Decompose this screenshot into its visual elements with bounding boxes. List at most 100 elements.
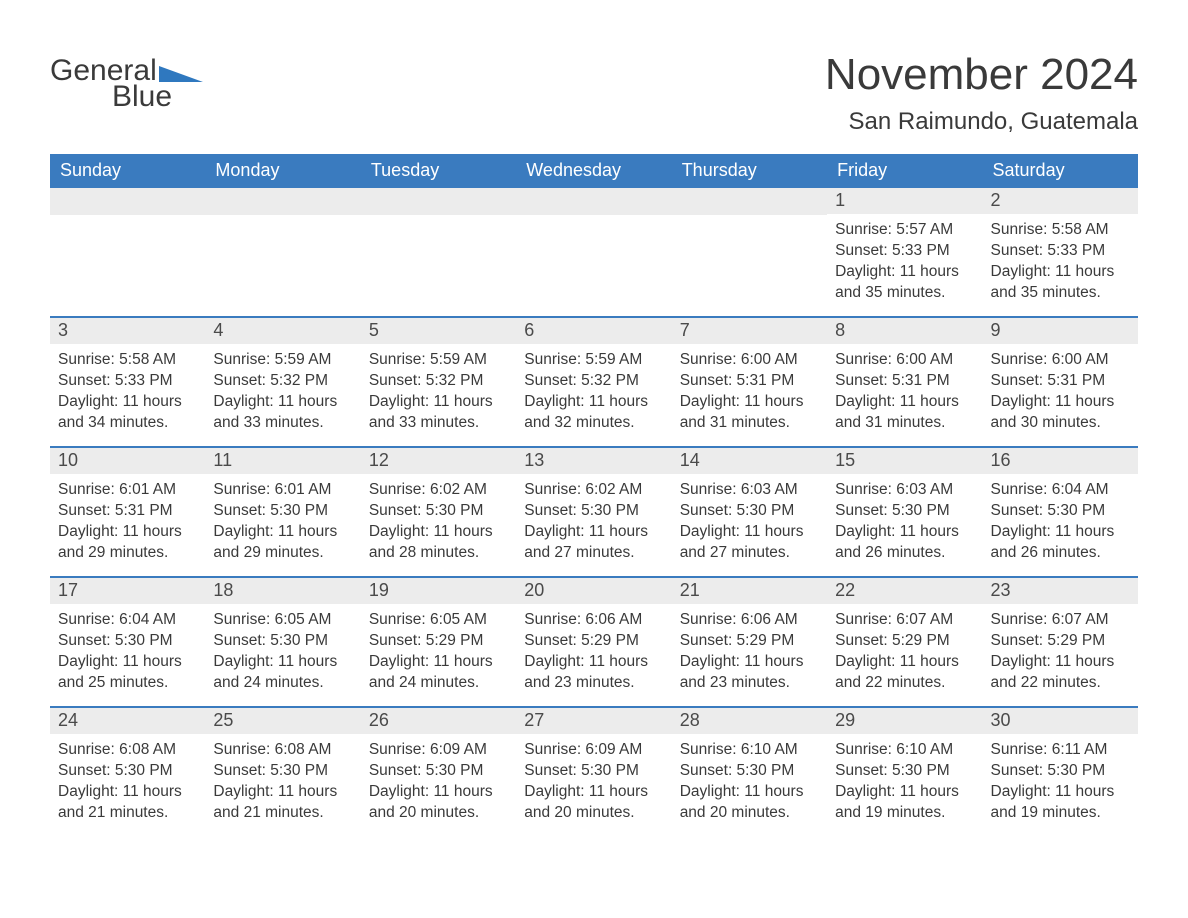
calendar-day-cell: 25Sunrise: 6:08 AMSunset: 5:30 PMDayligh… <box>205 708 360 836</box>
daylight-text: Daylight: 11 hours and 19 minutes. <box>835 782 974 824</box>
sunrise-text: Sunrise: 6:00 AM <box>680 350 819 371</box>
weekday-header: Saturday <box>983 154 1138 188</box>
calendar-week-row: 17Sunrise: 6:04 AMSunset: 5:30 PMDayligh… <box>50 576 1138 706</box>
day-number: 14 <box>672 448 827 474</box>
calendar-day-cell: 8Sunrise: 6:00 AMSunset: 5:31 PMDaylight… <box>827 318 982 446</box>
day-details: Sunrise: 6:06 AMSunset: 5:29 PMDaylight:… <box>516 604 671 706</box>
day-number: 15 <box>827 448 982 474</box>
day-details: Sunrise: 6:03 AMSunset: 5:30 PMDaylight:… <box>672 474 827 576</box>
calendar-day-cell: 18Sunrise: 6:05 AMSunset: 5:30 PMDayligh… <box>205 578 360 706</box>
calendar-day-cell: 22Sunrise: 6:07 AMSunset: 5:29 PMDayligh… <box>827 578 982 706</box>
sunrise-text: Sunrise: 6:05 AM <box>369 610 508 631</box>
day-details: Sunrise: 5:57 AMSunset: 5:33 PMDaylight:… <box>827 214 982 316</box>
sunset-text: Sunset: 5:30 PM <box>991 761 1130 782</box>
day-number: 1 <box>827 188 982 214</box>
calendar-day-cell: 12Sunrise: 6:02 AMSunset: 5:30 PMDayligh… <box>361 448 516 576</box>
calendar-day-cell <box>50 188 205 316</box>
day-number: 27 <box>516 708 671 734</box>
calendar-day-cell <box>205 188 360 316</box>
sunrise-text: Sunrise: 6:08 AM <box>58 740 197 761</box>
sunset-text: Sunset: 5:33 PM <box>835 241 974 262</box>
day-details: Sunrise: 6:05 AMSunset: 5:30 PMDaylight:… <box>205 604 360 706</box>
day-number: 13 <box>516 448 671 474</box>
calendar-day-cell: 27Sunrise: 6:09 AMSunset: 5:30 PMDayligh… <box>516 708 671 836</box>
day-details: Sunrise: 5:59 AMSunset: 5:32 PMDaylight:… <box>516 344 671 446</box>
day-number: 3 <box>50 318 205 344</box>
day-details: Sunrise: 6:09 AMSunset: 5:30 PMDaylight:… <box>361 734 516 836</box>
calendar-day-cell: 28Sunrise: 6:10 AMSunset: 5:30 PMDayligh… <box>672 708 827 836</box>
calendar-body: 1Sunrise: 5:57 AMSunset: 5:33 PMDaylight… <box>50 188 1138 836</box>
weekday-header: Wednesday <box>516 154 671 188</box>
day-details: Sunrise: 6:06 AMSunset: 5:29 PMDaylight:… <box>672 604 827 706</box>
calendar-day-cell: 4Sunrise: 5:59 AMSunset: 5:32 PMDaylight… <box>205 318 360 446</box>
daylight-text: Daylight: 11 hours and 25 minutes. <box>58 652 197 694</box>
day-number <box>361 188 516 215</box>
day-number <box>50 188 205 215</box>
calendar-week-row: 1Sunrise: 5:57 AMSunset: 5:33 PMDaylight… <box>50 188 1138 316</box>
day-number <box>516 188 671 215</box>
daylight-text: Daylight: 11 hours and 27 minutes. <box>524 522 663 564</box>
sunrise-text: Sunrise: 6:04 AM <box>991 480 1130 501</box>
daylight-text: Daylight: 11 hours and 33 minutes. <box>369 392 508 434</box>
day-details: Sunrise: 6:00 AMSunset: 5:31 PMDaylight:… <box>827 344 982 446</box>
day-number: 17 <box>50 578 205 604</box>
daylight-text: Daylight: 11 hours and 23 minutes. <box>524 652 663 694</box>
calendar-day-cell: 14Sunrise: 6:03 AMSunset: 5:30 PMDayligh… <box>672 448 827 576</box>
calendar-day-cell <box>516 188 671 316</box>
calendar-day-cell: 6Sunrise: 5:59 AMSunset: 5:32 PMDaylight… <box>516 318 671 446</box>
sunrise-text: Sunrise: 6:10 AM <box>680 740 819 761</box>
daylight-text: Daylight: 11 hours and 23 minutes. <box>680 652 819 694</box>
sunrise-text: Sunrise: 5:58 AM <box>991 220 1130 241</box>
calendar-day-cell: 16Sunrise: 6:04 AMSunset: 5:30 PMDayligh… <box>983 448 1138 576</box>
calendar-day-cell: 13Sunrise: 6:02 AMSunset: 5:30 PMDayligh… <box>516 448 671 576</box>
sunrise-text: Sunrise: 6:08 AM <box>213 740 352 761</box>
sunset-text: Sunset: 5:30 PM <box>213 501 352 522</box>
day-number: 7 <box>672 318 827 344</box>
sunset-text: Sunset: 5:31 PM <box>835 371 974 392</box>
daylight-text: Daylight: 11 hours and 24 minutes. <box>369 652 508 694</box>
sunrise-text: Sunrise: 5:58 AM <box>58 350 197 371</box>
calendar-day-cell: 9Sunrise: 6:00 AMSunset: 5:31 PMDaylight… <box>983 318 1138 446</box>
sunset-text: Sunset: 5:30 PM <box>991 501 1130 522</box>
calendar-day-cell: 10Sunrise: 6:01 AMSunset: 5:31 PMDayligh… <box>50 448 205 576</box>
calendar-day-cell: 26Sunrise: 6:09 AMSunset: 5:30 PMDayligh… <box>361 708 516 836</box>
sunrise-text: Sunrise: 6:09 AM <box>524 740 663 761</box>
day-details: Sunrise: 6:08 AMSunset: 5:30 PMDaylight:… <box>50 734 205 836</box>
day-number: 22 <box>827 578 982 604</box>
daylight-text: Daylight: 11 hours and 24 minutes. <box>213 652 352 694</box>
daylight-text: Daylight: 11 hours and 22 minutes. <box>991 652 1130 694</box>
daylight-text: Daylight: 11 hours and 29 minutes. <box>58 522 197 564</box>
calendar-day-cell: 17Sunrise: 6:04 AMSunset: 5:30 PMDayligh… <box>50 578 205 706</box>
daylight-text: Daylight: 11 hours and 19 minutes. <box>991 782 1130 824</box>
sunset-text: Sunset: 5:30 PM <box>369 501 508 522</box>
daylight-text: Daylight: 11 hours and 34 minutes. <box>58 392 197 434</box>
calendar-day-cell: 21Sunrise: 6:06 AMSunset: 5:29 PMDayligh… <box>672 578 827 706</box>
daylight-text: Daylight: 11 hours and 21 minutes. <box>58 782 197 824</box>
day-number: 5 <box>361 318 516 344</box>
day-number: 10 <box>50 448 205 474</box>
brand-logo: General Blue <box>50 50 203 112</box>
weekday-header: Sunday <box>50 154 205 188</box>
calendar-table: Sunday Monday Tuesday Wednesday Thursday… <box>50 154 1138 836</box>
sunrise-text: Sunrise: 6:02 AM <box>369 480 508 501</box>
day-number: 4 <box>205 318 360 344</box>
sunrise-text: Sunrise: 6:10 AM <box>835 740 974 761</box>
day-details: Sunrise: 6:08 AMSunset: 5:30 PMDaylight:… <box>205 734 360 836</box>
sunset-text: Sunset: 5:29 PM <box>680 631 819 652</box>
sunrise-text: Sunrise: 6:06 AM <box>524 610 663 631</box>
calendar-week-row: 10Sunrise: 6:01 AMSunset: 5:31 PMDayligh… <box>50 446 1138 576</box>
sunset-text: Sunset: 5:29 PM <box>835 631 974 652</box>
calendar-day-cell <box>361 188 516 316</box>
sunset-text: Sunset: 5:30 PM <box>680 501 819 522</box>
calendar-week-row: 24Sunrise: 6:08 AMSunset: 5:30 PMDayligh… <box>50 706 1138 836</box>
sunset-text: Sunset: 5:29 PM <box>991 631 1130 652</box>
weekday-header-row: Sunday Monday Tuesday Wednesday Thursday… <box>50 154 1138 188</box>
weekday-header: Tuesday <box>361 154 516 188</box>
calendar-day-cell: 30Sunrise: 6:11 AMSunset: 5:30 PMDayligh… <box>983 708 1138 836</box>
calendar-day-cell: 23Sunrise: 6:07 AMSunset: 5:29 PMDayligh… <box>983 578 1138 706</box>
weekday-header: Monday <box>205 154 360 188</box>
sunset-text: Sunset: 5:30 PM <box>680 761 819 782</box>
sunrise-text: Sunrise: 5:59 AM <box>524 350 663 371</box>
calendar-day-cell: 5Sunrise: 5:59 AMSunset: 5:32 PMDaylight… <box>361 318 516 446</box>
sunrise-text: Sunrise: 6:06 AM <box>680 610 819 631</box>
